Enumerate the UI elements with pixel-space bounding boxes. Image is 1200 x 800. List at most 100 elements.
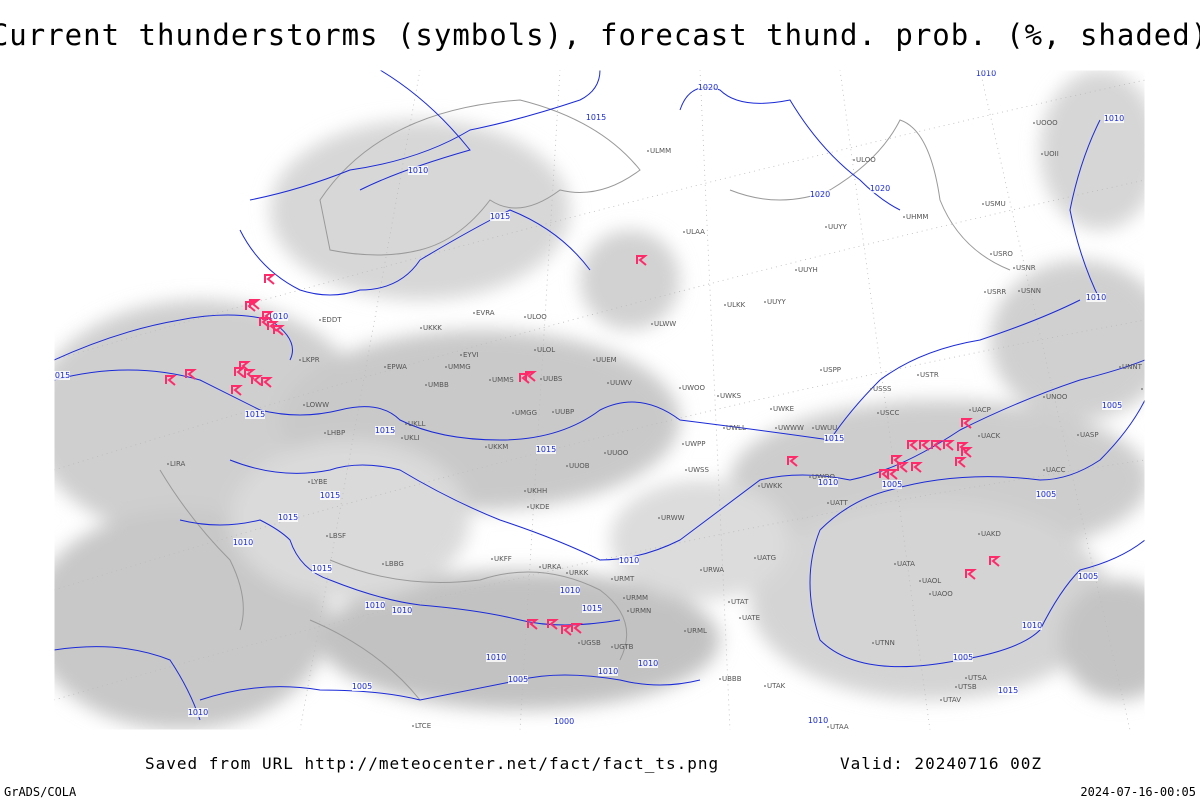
station-dot: [820, 369, 822, 371]
station-label: USTR: [920, 371, 939, 379]
station-label: UKLL: [408, 420, 426, 428]
station-dot: [524, 490, 526, 492]
station-label: UATT: [830, 499, 849, 507]
station-dot: [1141, 388, 1143, 390]
station-dot: [764, 685, 766, 687]
thunderstorm-symbol: [273, 325, 285, 336]
station-label: ULOO: [856, 156, 876, 164]
thunderstorm-symbol: [965, 569, 977, 580]
station-label: USPP: [823, 366, 841, 374]
station-label: UGTB: [614, 643, 634, 651]
isobar-label: 1015: [50, 371, 70, 380]
isobar-label: 1005: [352, 682, 372, 691]
station-label: UMMG: [448, 363, 471, 371]
station-label: UWOO: [812, 473, 836, 481]
station-dot: [894, 563, 896, 565]
isobar-label-bg: [392, 606, 412, 615]
station-label: UOII: [1044, 150, 1059, 158]
thunderstorm-symbol: [527, 619, 539, 630]
station-label: UUBP: [555, 408, 574, 416]
isobar-label-bg: [698, 83, 718, 92]
station-label: UWLL: [726, 424, 746, 432]
station-dot: [405, 423, 407, 425]
station-label: UMBB: [428, 381, 449, 389]
thunderstorm-symbol: [234, 367, 246, 378]
station-label: UATG: [757, 554, 776, 562]
station-dot: [940, 699, 942, 701]
station-dot: [700, 569, 702, 571]
isobar-label-bg: [408, 166, 428, 175]
station-dot: [724, 304, 726, 306]
station-label: UGSB: [581, 639, 601, 647]
isobar-label: 1015: [490, 212, 510, 221]
thunderstorm-symbol: [165, 375, 177, 386]
source-url: Saved from URL http://meteocenter.net/fa…: [145, 754, 719, 773]
station-dot: [489, 379, 491, 381]
isobar-label-bg: [365, 601, 385, 610]
station-label: LBBG: [385, 560, 404, 568]
station-dot: [739, 617, 741, 619]
station-dot: [303, 404, 305, 406]
isobar-label: 1010: [638, 659, 658, 668]
isobar-label-bg: [554, 717, 574, 726]
coastlines: [159, 99, 1011, 701]
station-label: UUYY: [828, 223, 848, 231]
station-label: LKPR: [302, 356, 320, 364]
station-label: ULAA: [686, 228, 705, 236]
station-label: UATE: [742, 614, 760, 622]
thunderstorm-symbol: [961, 447, 973, 458]
station-dot: [919, 580, 921, 582]
station-dot: [540, 378, 542, 380]
isobar-label: 1010: [808, 716, 828, 725]
station-label: UTSA: [968, 674, 987, 682]
station-label: UKLI: [404, 434, 420, 442]
isobar-label: 1005: [1036, 490, 1056, 499]
isobar-label: 1010: [976, 69, 996, 78]
station-label: UUEM: [596, 356, 617, 364]
station-label: UOOO: [1036, 119, 1058, 127]
station-label: UUOB: [569, 462, 590, 470]
isobar-label: 1005: [1102, 401, 1122, 410]
isobar-label-bg: [1104, 114, 1124, 123]
station-dot: [566, 572, 568, 574]
station-label: USCC: [880, 409, 899, 417]
map-frame: [53, 69, 1146, 731]
station-dot: [827, 502, 829, 504]
isobar-label-bg: [312, 564, 332, 573]
station-label: UKDE: [530, 503, 550, 511]
isobar-label-bg: [508, 675, 528, 684]
station-dot: [903, 216, 905, 218]
isobar-label: 1010: [560, 586, 580, 595]
station-label: UAOO: [932, 590, 953, 598]
station-label: LYBE: [311, 478, 327, 486]
station-label: EYVI: [463, 351, 479, 359]
isobar-label-bg: [490, 212, 510, 221]
station-label: UACP: [972, 406, 991, 414]
isobar-label-bg: [375, 426, 395, 435]
station-dot: [512, 412, 514, 414]
station-dot: [872, 642, 874, 644]
station-label: EVRA: [476, 309, 495, 317]
station-label: URML: [687, 627, 707, 635]
isobar-label-bg: [810, 190, 830, 199]
isobar-label-bg: [278, 513, 298, 522]
station-label: UWKK: [761, 482, 783, 490]
station-label: UKKM: [488, 443, 508, 451]
station-label: USRR: [987, 288, 1006, 296]
thunderstorm-symbol: [185, 369, 197, 380]
isobar-label-bg: [245, 410, 265, 419]
station-dot: [812, 427, 814, 429]
station-dot: [795, 269, 797, 271]
station-dot: [524, 316, 526, 318]
thunderstorm-symbol: [787, 456, 799, 467]
station-label: URMN: [630, 607, 651, 615]
isobar-label-bg: [536, 445, 556, 454]
station-dot: [1033, 122, 1035, 124]
station-label: UUWV: [610, 379, 632, 387]
station-dot: [984, 291, 986, 293]
station-label: UKHH: [527, 487, 547, 495]
station-dot: [308, 481, 310, 483]
station-label: UWUU: [815, 424, 837, 432]
station-dot: [658, 517, 660, 519]
station-label: UWPP: [685, 440, 706, 448]
